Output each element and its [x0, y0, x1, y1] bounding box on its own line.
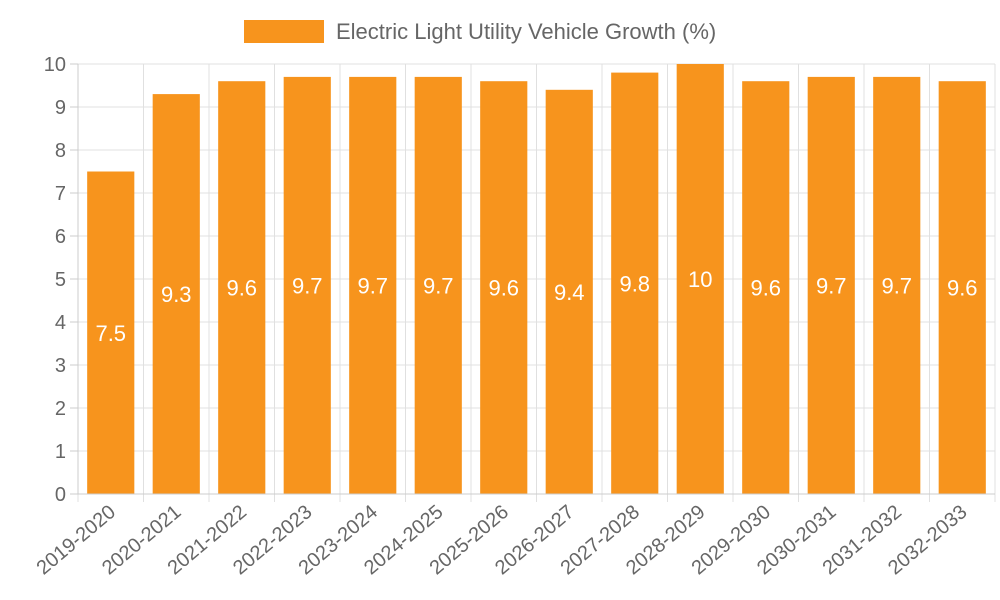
bar-value-label: 9.6: [488, 276, 519, 301]
bar-value-label: 9.7: [881, 273, 912, 298]
y-tick-label: 7: [55, 183, 66, 205]
bar-value-label: 9.7: [357, 273, 388, 298]
bar-value-label: 10: [688, 267, 712, 292]
bar-value-label: 9.4: [554, 280, 585, 305]
legend: Electric Light Utility Vehicle Growth (%…: [244, 19, 716, 44]
bar-value-label: 9.3: [161, 282, 192, 307]
bar-value-label: 9.7: [816, 273, 847, 298]
y-tick-label: 1: [55, 441, 66, 463]
bar: [480, 81, 528, 494]
bar: [873, 76, 921, 495]
bar: [414, 76, 462, 495]
y-tick-label: 5: [55, 269, 66, 291]
bar: [938, 81, 986, 494]
bar: [218, 81, 266, 494]
y-tick-label: 9: [55, 97, 66, 119]
bars: [87, 64, 986, 495]
data-labels: 7.5 9.3 9.6 9.7 9.7 9.7 9.6 9.4 9.8 10 9.6 9.7 9.7 9.…: [95, 267, 977, 346]
bar-value-label: 9.8: [619, 271, 650, 296]
bar: [742, 81, 790, 494]
bar-value-label: 7.5: [95, 321, 126, 346]
y-tick-label: 8: [55, 140, 66, 162]
y-tick-label: 3: [55, 355, 66, 377]
y-tick-label: 2: [55, 398, 66, 420]
y-tick-label: 10: [44, 54, 66, 76]
bar-value-label: 9.7: [292, 273, 323, 298]
bar-value-label: 9.6: [750, 276, 781, 301]
bar: [676, 64, 724, 494]
y-tick-label: 4: [55, 312, 66, 334]
bar: [611, 72, 659, 494]
y-tick-label: 0: [55, 484, 66, 506]
bar: [87, 171, 135, 494]
bar-value-label: 9.6: [947, 276, 978, 301]
bar: [545, 89, 593, 495]
bar: [807, 76, 855, 495]
y-tick-label: 6: [55, 226, 66, 248]
bar: [283, 76, 331, 495]
grid: [77, 63, 996, 502]
bar-value-label: 9.6: [226, 276, 257, 301]
legend-swatch: [244, 20, 324, 43]
bar-value-label: 9.7: [423, 273, 454, 298]
legend-label: Electric Light Utility Vehicle Growth (%…: [336, 19, 716, 44]
x-axis: 2019-20202020-20212021-20222022-20232023…: [33, 493, 995, 579]
y-axis: 0 1 2 3 4 5 6 7 8 9 10: [44, 54, 79, 506]
bar: [152, 94, 200, 494]
bar: [349, 76, 397, 495]
